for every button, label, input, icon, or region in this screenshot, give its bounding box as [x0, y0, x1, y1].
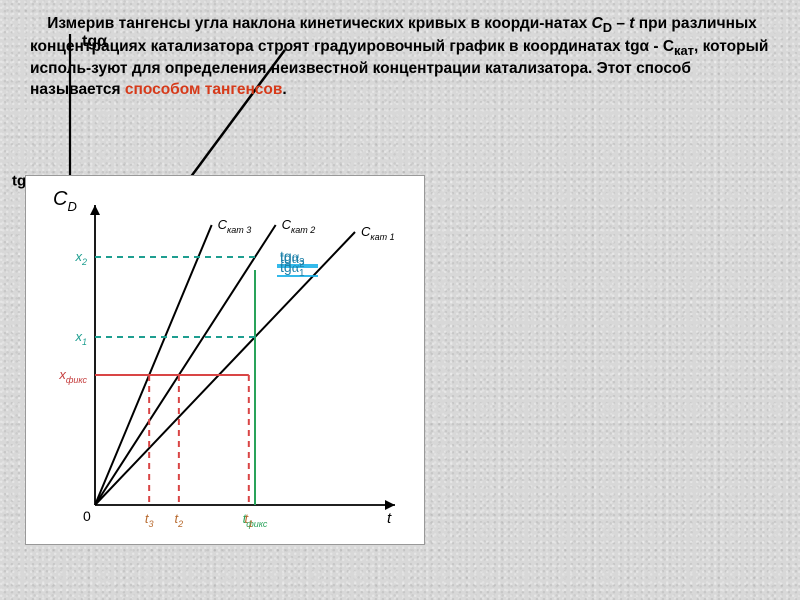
svg-text:xфикс: xфикс	[58, 367, 87, 385]
svg-text:x2: x2	[74, 249, 87, 267]
svg-text:Cкат 2: Cкат 2	[282, 217, 316, 235]
svg-text:Cкат 1: Cкат 1	[361, 224, 395, 242]
kinetic-curves-chart: CDCкат 3Cкат 2Cкат 1tgα3tgα2tgα1x3x2xфик…	[25, 175, 425, 545]
svg-text:t: t	[387, 510, 392, 527]
svg-text:x1: x1	[74, 329, 87, 347]
intro-text: Измерив тангенсы угла наклона кинетическ…	[30, 14, 770, 101]
svg-text:t2: t2	[175, 511, 184, 529]
svg-text:0: 0	[83, 508, 91, 524]
svg-text:t3: t3	[145, 511, 154, 529]
svg-text:Cкат 3: Cкат 3	[218, 217, 252, 235]
svg-text:CD: CD	[53, 188, 77, 214]
